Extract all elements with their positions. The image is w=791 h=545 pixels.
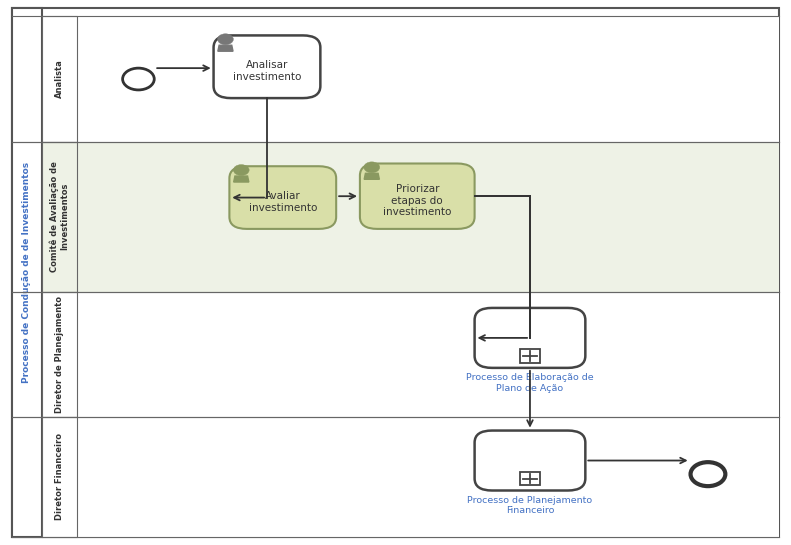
Text: Comitê de Avaliação de
Investimentos: Comitê de Avaliação de Investimentos: [49, 161, 70, 272]
FancyBboxPatch shape: [229, 166, 336, 229]
Text: Avaliar
investimento: Avaliar investimento: [248, 191, 317, 213]
Bar: [77, 142, 779, 292]
Bar: [520, 471, 540, 486]
Text: Processo de Planejamento
Financeiro: Processo de Planejamento Financeiro: [467, 496, 592, 516]
Polygon shape: [233, 176, 249, 182]
Bar: [77, 292, 779, 417]
Circle shape: [691, 462, 725, 486]
FancyBboxPatch shape: [475, 431, 585, 490]
Text: Diretor de Planejamento: Diretor de Planejamento: [55, 296, 64, 413]
Bar: [42, 292, 77, 417]
Circle shape: [364, 162, 380, 173]
Circle shape: [233, 165, 249, 175]
Polygon shape: [364, 173, 380, 179]
Text: Diretor Financeiro: Diretor Financeiro: [55, 433, 64, 520]
Text: Analisar
investimento: Analisar investimento: [233, 60, 301, 82]
Bar: [42, 16, 77, 142]
Text: Processo de Elaboração de
Plano de Ação: Processo de Elaboração de Plano de Ação: [466, 373, 594, 393]
Circle shape: [123, 68, 154, 90]
FancyBboxPatch shape: [214, 35, 320, 98]
Text: Priorizar
etapas do
investimento: Priorizar etapas do investimento: [383, 184, 452, 217]
Bar: [520, 349, 540, 363]
FancyBboxPatch shape: [360, 164, 475, 229]
Polygon shape: [218, 45, 233, 51]
FancyBboxPatch shape: [475, 308, 585, 368]
Text: Analista: Analista: [55, 59, 64, 99]
Bar: [42, 417, 77, 537]
Bar: [42, 142, 77, 292]
Bar: [12, 8, 42, 537]
Bar: [77, 16, 779, 142]
Text: Processo de Condução de de Investimentos: Processo de Condução de de Investimentos: [22, 162, 32, 383]
Bar: [77, 417, 779, 537]
Circle shape: [218, 34, 233, 45]
